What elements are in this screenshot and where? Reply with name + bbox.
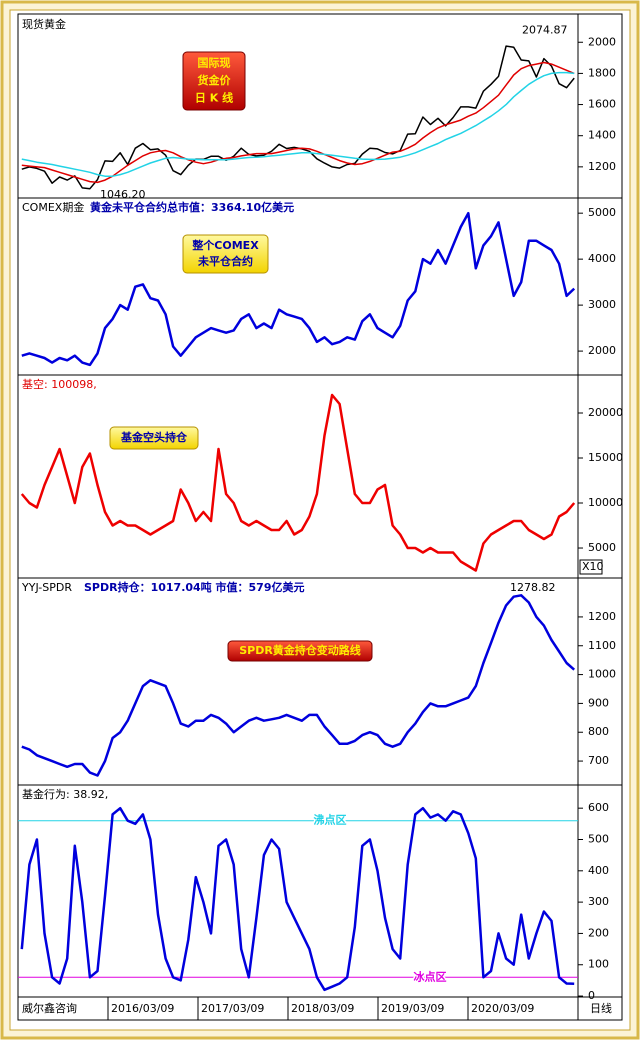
y-tick-label: 1100: [588, 639, 616, 652]
x-tick-label: 2019/03/09: [381, 1002, 444, 1015]
y-tick-label: 5000: [588, 541, 616, 554]
panel-subtitle: SPDR持仓：1017.04吨 市值：579亿美元: [84, 580, 304, 594]
label-box: [227, 640, 373, 662]
label-box-text: 国际现: [198, 56, 231, 70]
panel-title: YYJ-SPDR: [21, 581, 72, 594]
x-tick-label: 2020/03/09: [471, 1002, 534, 1015]
y-tick-label: 3000: [588, 298, 616, 311]
y-tick-label: 600: [588, 801, 609, 814]
high-label: 1278.82: [510, 581, 556, 594]
series-line: [21, 211, 576, 367]
label-box-text: 基金空头持仓: [120, 430, 188, 444]
y-tick-label: 100: [588, 958, 609, 971]
y-tick-label: 5000: [588, 206, 616, 219]
source: 威尔鑫咨询: [22, 1001, 77, 1015]
y-tick-label: 10000: [588, 496, 623, 509]
label-box-text: SPDR黄金持仓变动路线: [239, 643, 361, 657]
panel-title: 基金行为: 38.92,: [22, 787, 108, 801]
scale-box: [579, 559, 603, 575]
panel-title: 现货黄金: [22, 17, 66, 31]
plot-frame: [17, 13, 623, 1021]
series-line: [20, 393, 576, 572]
y-tick-label: 900: [588, 696, 609, 709]
low-label: 1046.20: [100, 188, 146, 201]
period: 日线: [590, 1001, 612, 1015]
x-tick-label: 2018/03/09: [291, 1002, 354, 1015]
level-label: 冰点区: [414, 969, 447, 983]
y-tick-label: 1200: [588, 160, 616, 173]
y-tick-label: 1600: [588, 98, 616, 111]
label-box-text: 整个COMEX: [191, 238, 259, 252]
label-box: [109, 426, 199, 450]
y-tick-label: 300: [588, 895, 609, 908]
high-label: 2074.87: [522, 24, 568, 37]
y-tick-label: 4000: [588, 252, 616, 265]
y-tick-label: 700: [588, 754, 609, 767]
label-box: [182, 51, 246, 111]
series-line: [21, 71, 575, 177]
y-tick-label: 500: [588, 832, 609, 845]
series-line: [20, 806, 575, 992]
y-tick-label: 2000: [588, 35, 616, 48]
label-box-text: 日 K 线: [195, 90, 233, 104]
y-tick-label: 15000: [588, 451, 623, 464]
y-tick-label: 20000: [588, 406, 623, 419]
panel-title: COMEX期金: [22, 200, 84, 214]
y-tick-label: 1000: [588, 668, 616, 681]
y-tick-label: 1400: [588, 129, 616, 142]
y-tick-label: 200: [588, 926, 609, 939]
panel-title: 基空: 100098,: [22, 377, 97, 391]
level-label: 沸点区: [314, 813, 347, 827]
y-tick-label: 400: [588, 864, 609, 877]
y-tick-label: 1200: [588, 610, 616, 623]
scale-label: X10: [582, 560, 604, 573]
label-box-text: 未平仓合约: [197, 254, 253, 268]
x-tick-label: 2017/03/09: [201, 1002, 264, 1015]
x-tick-label: 2016/03/09: [111, 1002, 174, 1015]
y-tick-label: 2000: [588, 344, 616, 357]
y-tick-label: 0: [588, 989, 595, 1002]
label-box: [182, 234, 269, 274]
panel-subtitle: 黄金未平仓合约总市值：3364.10亿美元: [90, 200, 294, 214]
y-tick-label: 1800: [588, 66, 616, 79]
y-tick-label: 800: [588, 725, 609, 738]
series-line: [21, 594, 576, 777]
label-box-text: 货金价: [197, 73, 232, 87]
